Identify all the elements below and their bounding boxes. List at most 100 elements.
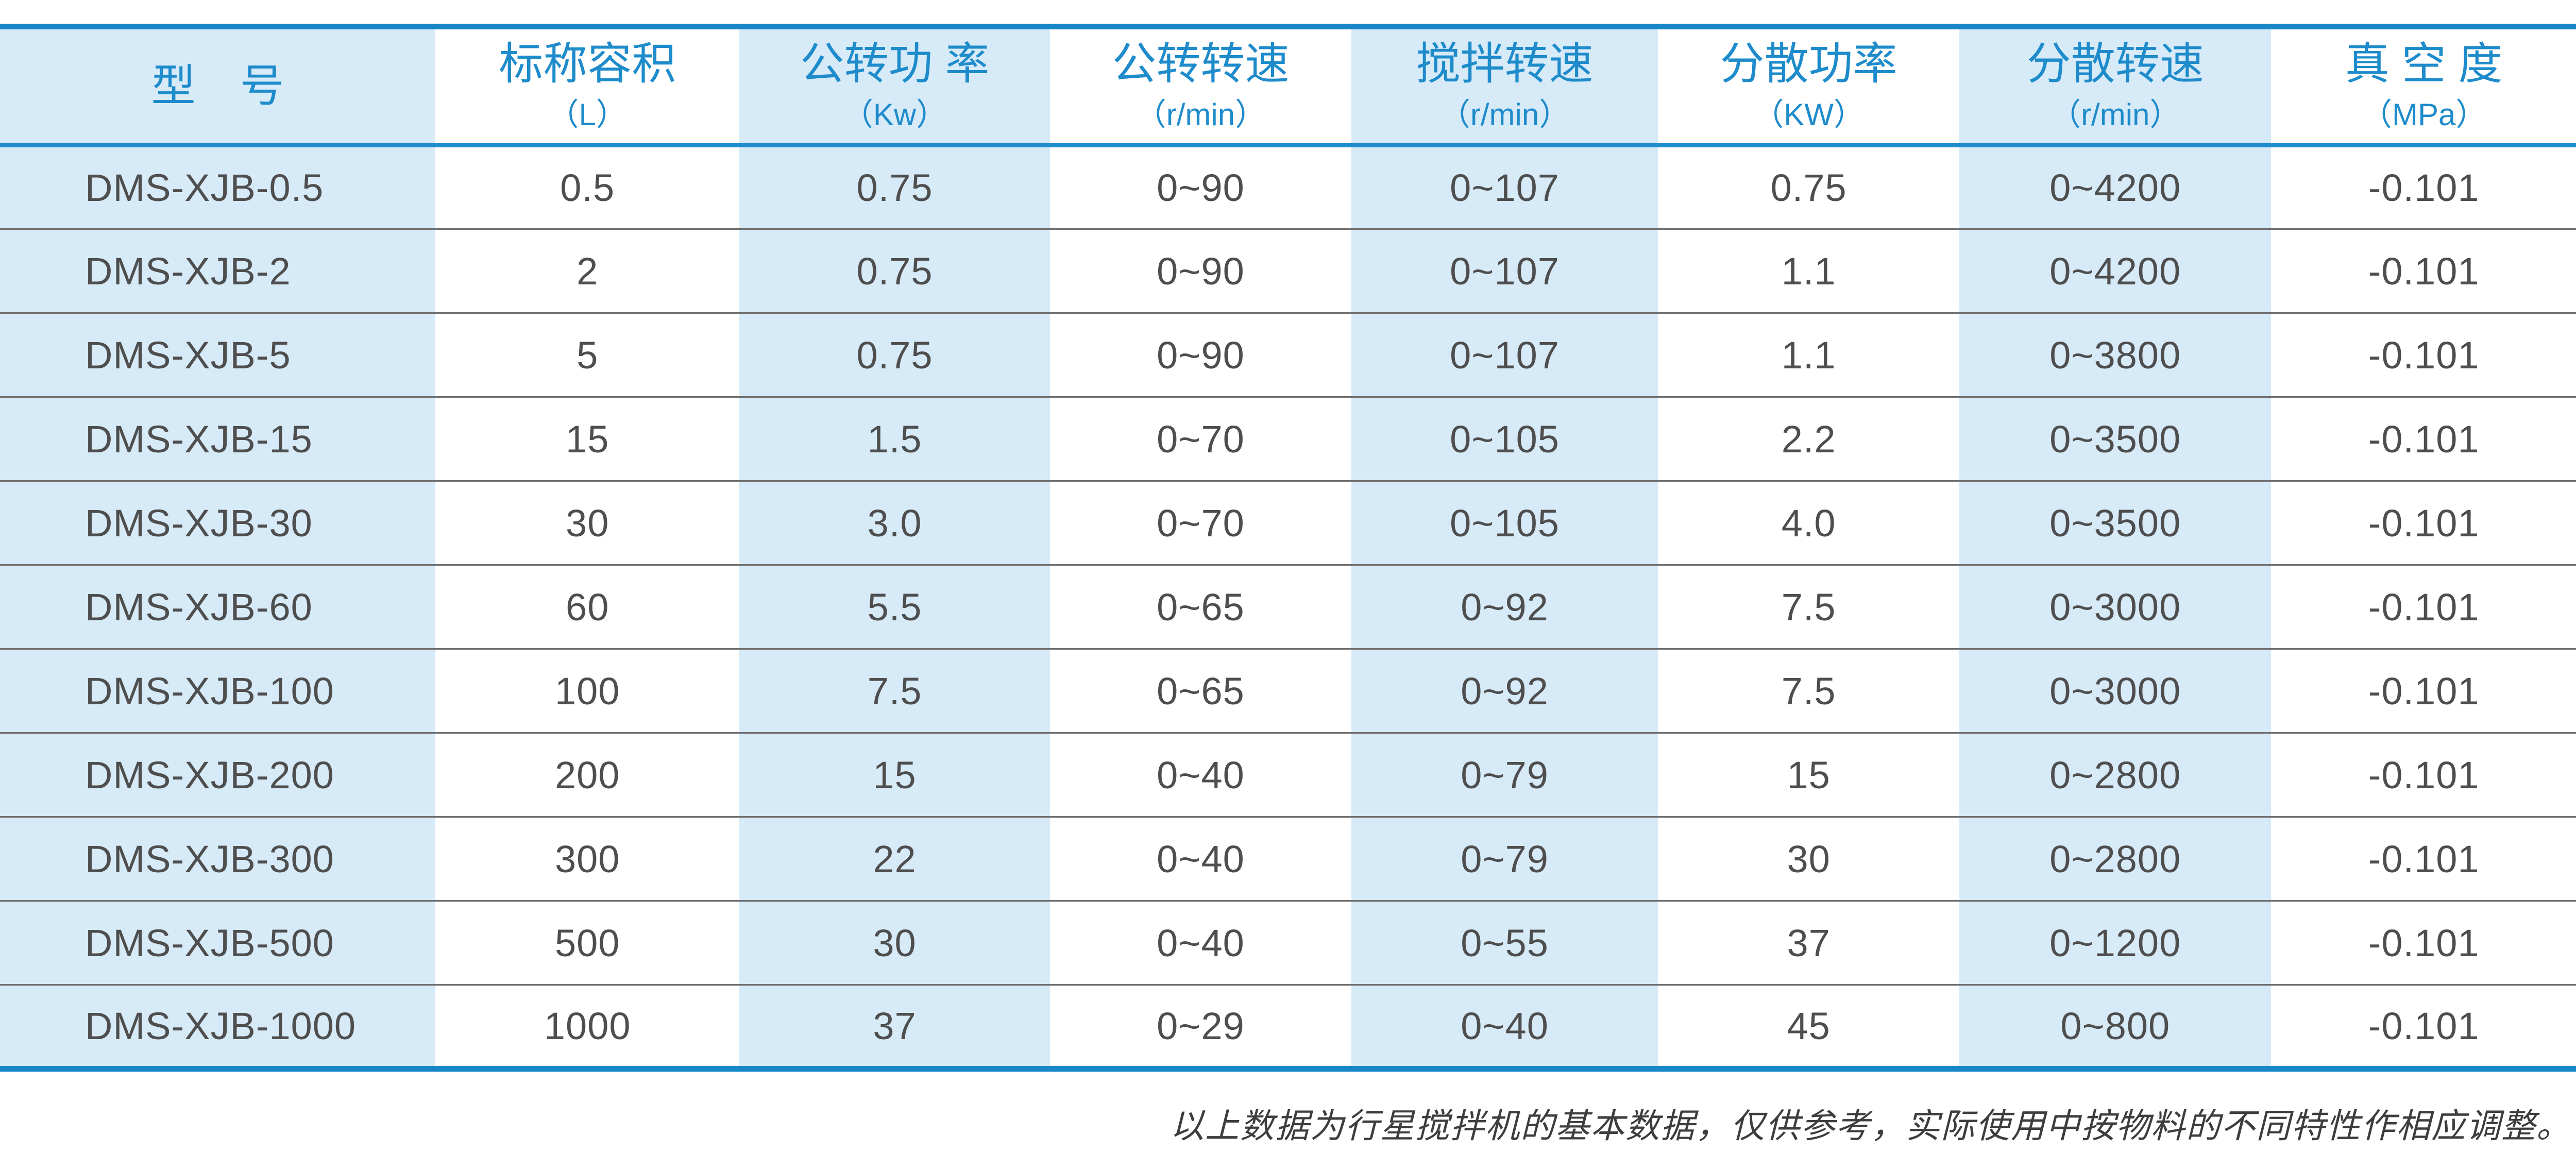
- table-row: DMS-XJB-300 300 22 0~40 0~79 30 0~2800 -0.101: [0, 816, 2576, 901]
- model-cell: DMS-XJB-15: [0, 396, 436, 481]
- value-cell: 7.5: [1658, 648, 1960, 733]
- value-cell: 0~3000: [1959, 648, 2272, 733]
- disclaimer-note: 以上数据为行星搅拌机的基本数据，仅供参考，实际使用中按物料的不同特性作相应调整。: [1170, 1106, 2571, 1146]
- column-unit: （r/min）: [2050, 97, 2181, 132]
- value-cell: 0~4200: [1959, 228, 2272, 313]
- value-cell: 30: [435, 480, 740, 565]
- value-cell: 2.2: [1658, 396, 1960, 481]
- value-cell: -0.101: [2271, 312, 2576, 397]
- value-cell: 0~107: [1351, 312, 1658, 397]
- value-cell: 500: [435, 900, 740, 985]
- value-cell: 0~40: [1049, 816, 1351, 901]
- table-row: DMS-XJB-500 500 30 0~40 0~55 37 0~1200 -0.101: [0, 900, 2576, 985]
- model-cell: DMS-XJB-60: [0, 564, 436, 649]
- value-cell: 0~70: [1049, 396, 1351, 481]
- table-row: DMS-XJB-200 200 15 0~40 0~79 15 0~2800 -0.101: [0, 732, 2576, 817]
- column-unit: （KW）: [1753, 97, 1865, 132]
- model-cell: DMS-XJB-5: [0, 312, 436, 397]
- value-cell: 0~3500: [1959, 480, 2272, 565]
- column-header-1: 标称容积 （L）: [435, 24, 740, 147]
- header-row: 型 号 标称容积 （L） 公转功 率 （Kw） 公转转速 （r/min） 搅拌转速 （r/min…: [0, 24, 2576, 147]
- column-title: 分散功率: [1720, 39, 1897, 89]
- value-cell: 5: [435, 312, 740, 397]
- column-header-0: 型 号: [0, 24, 436, 147]
- value-cell: 15: [1658, 732, 1960, 817]
- model-cell: DMS-XJB-0.5: [0, 145, 436, 229]
- value-cell: 0~29: [1049, 984, 1351, 1072]
- value-cell: 1.1: [1658, 228, 1960, 313]
- planetary-mixer-spec-table: 型 号 标称容积 （L） 公转功 率 （Kw） 公转转速 （r/min） 搅拌转速 （r/min…: [0, 24, 2576, 1072]
- value-cell: 0~40: [1351, 984, 1658, 1072]
- value-cell: 30: [1658, 816, 1960, 901]
- value-cell: 60: [435, 564, 740, 649]
- value-cell: -0.101: [2368, 166, 2480, 209]
- table-row: DMS-XJB-1000 1000 37 0~29 0~40 45 0~800 -0.101: [0, 984, 2576, 1072]
- table-row: DMS-XJB-2 2 0.75 0~90 0~107 1.1 0~4200 -0.101: [0, 228, 2576, 313]
- table-row: DMS-XJB-5 5 0.75 0~90 0~107 1.1 0~3800 -0.101: [0, 312, 2576, 397]
- value-cell: 0~105: [1351, 480, 1658, 565]
- column-header-7: 真 空 度 （MPa）: [2271, 24, 2576, 147]
- column-header-6: 分散转速 （r/min）: [1959, 24, 2272, 147]
- value-cell: 100: [435, 648, 740, 733]
- value-cell: 0~3800: [1959, 312, 2272, 397]
- value-cell: 30: [739, 900, 1050, 985]
- value-cell: 0~79: [1351, 816, 1658, 901]
- table-row: DMS-XJB-30 30 3.0 0~70 0~105 4.0 0~3500 -0.101: [0, 480, 2576, 565]
- value-cell: 4.0: [1658, 480, 1960, 565]
- column-header-5: 分散功率 （KW）: [1658, 24, 1960, 147]
- value-cell: 0~3000: [1959, 564, 2272, 649]
- model-cell: DMS-XJB-300: [0, 816, 436, 901]
- model-cell: DMS-XJB-500: [0, 900, 436, 985]
- column-title: 搅拌转速: [1416, 39, 1594, 89]
- column-title: 公转功 率: [800, 39, 990, 89]
- value-cell: -0.101: [2271, 648, 2576, 733]
- value-cell: 200: [435, 732, 740, 817]
- value-cell: 0~90: [1049, 228, 1351, 313]
- value-cell: 0.75: [1770, 166, 1847, 209]
- value-cell: 0~107: [1351, 228, 1658, 313]
- column-title: 分散转速: [2026, 39, 2204, 89]
- value-cell: 0~90: [1157, 166, 1245, 209]
- value-cell: 3.0: [739, 480, 1050, 565]
- value-cell: -0.101: [2271, 900, 2576, 985]
- value-cell: 1.5: [739, 396, 1050, 481]
- model-cell: DMS-XJB-30: [0, 480, 436, 565]
- column-header-2: 公转功 率 （Kw）: [739, 24, 1050, 147]
- value-cell: -0.101: [2271, 480, 2576, 565]
- value-cell: 45: [1658, 984, 1960, 1072]
- value-cell: 0.75: [739, 312, 1050, 397]
- table-row: DMS-XJB-100 100 7.5 0~65 0~92 7.5 0~3000 -0.101: [0, 648, 2576, 733]
- value-cell: 0~2800: [1959, 816, 2272, 901]
- column-title: 公转转速: [1112, 39, 1290, 89]
- value-cell: 0~92: [1351, 648, 1658, 733]
- column-unit: （Kw）: [842, 97, 947, 132]
- value-cell: 15: [739, 732, 1050, 817]
- model-cell: DMS-XJB-100: [0, 648, 436, 733]
- value-cell: -0.101: [2271, 984, 2576, 1072]
- value-cell: 0~1200: [1959, 900, 2272, 985]
- value-cell: 1000: [435, 984, 740, 1072]
- model-cell: DMS-XJB-200: [0, 732, 436, 817]
- value-cell: 0.75: [739, 145, 1050, 229]
- column-unit: （r/min）: [1439, 97, 1570, 132]
- value-cell: 0~800: [1959, 984, 2272, 1072]
- value-cell: 0~92: [1351, 564, 1658, 649]
- value-cell: 0~65: [1049, 564, 1351, 649]
- column-title: 标称容积: [499, 39, 676, 89]
- column-title: 型 号: [151, 61, 284, 111]
- table-body: DMS-XJB-0.5 0.5 0.75 0~90 0~107 0.75 0~4200 -0.…: [0, 145, 2576, 1072]
- value-cell: 0.75: [739, 228, 1050, 313]
- column-unit: （r/min）: [1135, 97, 1266, 132]
- value-cell: 37: [1658, 900, 1960, 985]
- value-cell: 0~55: [1351, 900, 1658, 985]
- value-cell: 2: [435, 228, 740, 313]
- value-cell: 37: [739, 984, 1050, 1072]
- value-cell: 300: [435, 816, 740, 901]
- column-unit: （L）: [548, 97, 627, 132]
- value-cell: -0.101: [2271, 816, 2576, 901]
- value-cell: 0~2800: [1959, 732, 2272, 817]
- value-cell: 0~4200: [1959, 145, 2272, 229]
- value-cell: 0~107: [1351, 145, 1658, 229]
- value-cell: 0~70: [1049, 480, 1351, 565]
